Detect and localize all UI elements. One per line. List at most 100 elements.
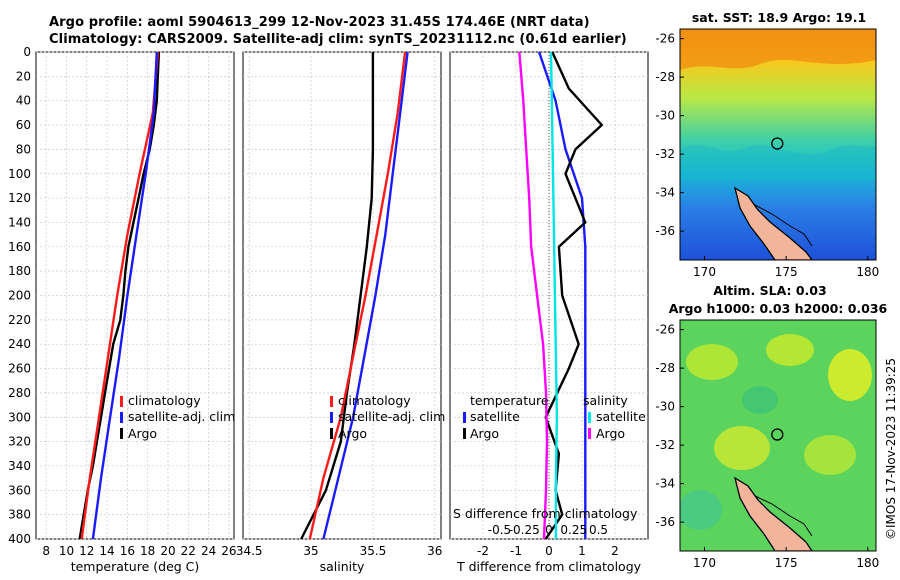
legend-climatology: climatology: [128, 393, 201, 408]
depth-tick-label: 40: [16, 94, 31, 108]
figure-title-line2: Climatology: CARS2009. Satellite-adj cli…: [49, 32, 627, 47]
difference-legend-temperature: temperature satellite Argo: [463, 393, 549, 441]
legend-swatch-temp-argo: [463, 428, 466, 439]
x-tick-label: 34.5: [236, 544, 263, 558]
new-zealand-land: [733, 476, 813, 551]
depth-tick-label: 400: [8, 532, 31, 546]
legend-swatch-climatology: [120, 396, 123, 407]
sla-map-title: Altim. SLA: 0.03: [713, 283, 826, 298]
depth-tick-label: 300: [8, 410, 31, 424]
difference-series-group: [518, 51, 603, 540]
lat-tick-label: -28: [655, 70, 675, 84]
lon-tick-label: 175: [775, 556, 798, 570]
depth-tick-label: 320: [8, 435, 31, 449]
sla-lon-tick-labels: 170 175 180: [693, 547, 879, 570]
depth-tick-label: 240: [8, 337, 31, 351]
legend-temperature-title: temperature: [470, 393, 549, 408]
difference-tick-labels: -2 -1 0 1 2: [477, 544, 619, 558]
series-line-climatology: [80, 51, 159, 540]
temperature-grid: [36, 51, 234, 540]
lon-tick-label: 170: [693, 265, 716, 279]
depth-tick-label: 180: [8, 264, 31, 278]
salinity-legend: climatology satellite-adj. clim Argo: [330, 393, 445, 441]
legend-sal-satellite: satellite: [596, 409, 646, 424]
lon-tick-label: 170: [693, 556, 716, 570]
lat-tick-label: -34: [655, 477, 675, 491]
top-x-tick-label: 0.25: [560, 523, 587, 537]
depth-tick-labels: 0 20 40 60 80 100 120 140 160 180 200 220 240 260 280 3…: [8, 45, 31, 546]
sst-map-frame: [679, 28, 877, 261]
legend-swatch-satellite: [330, 412, 333, 423]
legend-swatch-argo: [120, 428, 123, 439]
sla-map-image: [680, 320, 876, 551]
depth-tick-label: 360: [8, 483, 31, 497]
top-x-tick-label: 0.5: [589, 523, 608, 537]
legend-satellite: satellite-adj. clim: [338, 409, 445, 424]
sla-map-subtitle: Argo h1000: 0.03 h2000: 0.036: [669, 301, 888, 316]
legend-salinity-title: salinity: [583, 393, 628, 408]
lat-tick-label: -32: [655, 438, 675, 452]
x-tick-label: 36: [427, 544, 442, 558]
series-line-climatology: [308, 51, 407, 540]
depth-tick-label: 200: [8, 289, 31, 303]
top-x-tick-label: -0.25: [509, 523, 540, 537]
legend-swatch-sal-argo: [588, 428, 591, 439]
series-line-satellite-adj-clim: [91, 51, 158, 540]
x-tick-label: 20: [160, 544, 175, 558]
lat-tick-label: -30: [655, 400, 675, 414]
x-tick-label: 24: [201, 544, 216, 558]
top-x-tick-label: -0.5: [488, 523, 511, 537]
lat-tick-label: -28: [655, 361, 675, 375]
sst-front: [680, 145, 876, 180]
temperature-panel: 0 20 40 60 80 100 120 140 160 180 200 220 240 260 280 3…: [8, 45, 236, 574]
new-zealand-land: [733, 186, 813, 260]
salinity-panel: 34.5 35 35.5 36 salinity climatology satell…: [236, 51, 445, 574]
top-x-tick-label: 0: [545, 523, 553, 537]
x-tick-label: 12: [79, 544, 94, 558]
salinity-tick-labels: 34.5 35 35.5 36: [236, 544, 443, 558]
sla-high-anomaly: [686, 344, 738, 380]
coastline-contour: [754, 204, 813, 247]
difference-xlabel: T difference from climatology: [456, 559, 642, 574]
temperature-legend: climatology satellite-adj. clim Argo: [120, 393, 235, 441]
series-line-temperature-satellite: [537, 51, 587, 539]
temperature-series-group: [78, 51, 161, 540]
legend-sal-argo: Argo: [596, 426, 625, 441]
x-tick-label: 35: [303, 544, 318, 558]
lon-tick-label: 175: [775, 265, 798, 279]
temperature-tick-labels: 8 10 12 14 16 18 20 22 24 26: [42, 544, 236, 558]
salinity-difference-tick-labels: -0.5-0.25 0 0.25 0.5: [488, 523, 608, 537]
lat-tick-label: -36: [655, 224, 675, 238]
x-tick-label: 14: [99, 544, 114, 558]
difference-panel: -2 -1 0 1 2 -0.5-0.25 0 0.25 0.5 S difference f…: [449, 51, 649, 574]
lat-tick-label: -26: [655, 323, 675, 337]
salinity-grid: [243, 51, 441, 540]
legend-swatch-temp-satellite: [463, 412, 466, 423]
x-tick-label: -2: [477, 544, 489, 558]
x-tick-label: -1: [510, 544, 522, 558]
lat-tick-label: -32: [655, 147, 675, 161]
lat-tick-label: -30: [655, 109, 675, 123]
series-line-argo: [78, 51, 161, 540]
legend-swatch-argo: [330, 428, 333, 439]
depth-tick-label: 140: [8, 215, 31, 229]
legend-temp-argo: Argo: [470, 426, 499, 441]
x-tick-label: 10: [59, 544, 74, 558]
legend-swatch-climatology: [330, 396, 333, 407]
legend-argo: Argo: [128, 426, 157, 441]
series-line-salinity-argo: [518, 51, 549, 540]
lon-tick-label: 180: [856, 556, 879, 570]
temperature-xlabel: temperature (deg C): [71, 559, 200, 574]
depth-tick-label: 160: [8, 240, 31, 254]
x-tick-label: 1: [578, 544, 586, 558]
depth-tick-label: 340: [8, 459, 31, 473]
imos-timestamp: ©IMOS 17-Nov-2023 11:39:25: [884, 357, 898, 540]
difference-top-xlabel: S difference from climatology: [453, 506, 638, 521]
sst-lat-tick-labels: -26 -28 -30 -32 -34 -36: [655, 32, 684, 238]
sst-map-panel: sat. SST: 18.9 Argo: 19.1 170 175 180 -26-…: [655, 10, 879, 279]
x-tick-label: 35.5: [360, 544, 387, 558]
lat-tick-label: -26: [655, 32, 675, 46]
series-line-argo: [300, 52, 375, 540]
difference-legend-salinity: salinity satellite Argo: [583, 393, 646, 441]
